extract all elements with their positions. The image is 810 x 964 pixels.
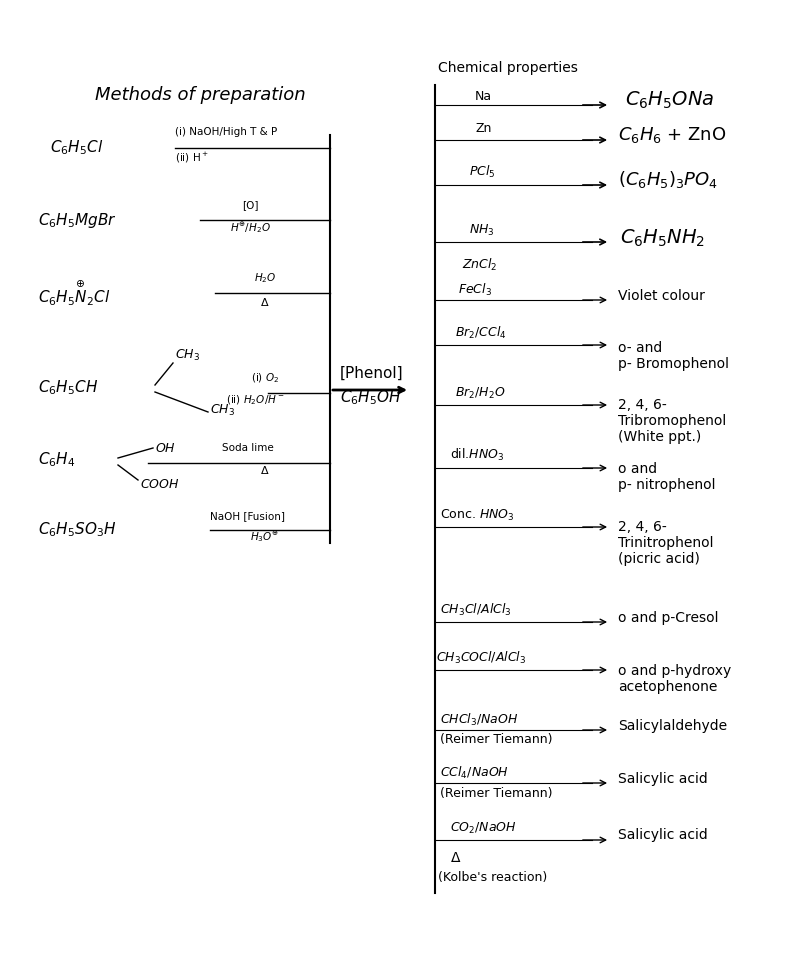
Text: $C_6H_5NH_2$: $C_6H_5NH_2$ <box>620 228 706 249</box>
Text: 2, 4, 6-
Trinitrophenol
(picric acid): 2, 4, 6- Trinitrophenol (picric acid) <box>618 520 714 567</box>
Text: (Reimer Tiemann): (Reimer Tiemann) <box>440 734 552 746</box>
Text: [O]: [O] <box>241 200 258 210</box>
Text: $CH_3Cl/AlCl_3$: $CH_3Cl/AlCl_3$ <box>440 602 512 618</box>
Text: (i) $O_2$: (i) $O_2$ <box>251 371 279 385</box>
Text: Salicylaldehyde: Salicylaldehyde <box>618 719 727 733</box>
Text: Zn: Zn <box>475 121 492 135</box>
Text: (Kolbe's reaction): (Kolbe's reaction) <box>438 871 548 885</box>
Text: o and p-hydroxy
acetophenone: o and p-hydroxy acetophenone <box>618 664 731 694</box>
Text: Chemical properties: Chemical properties <box>438 61 578 75</box>
Text: $NH_3$: $NH_3$ <box>469 223 495 237</box>
Text: $C_6H_5OH$: $C_6H_5OH$ <box>340 388 402 408</box>
Text: $COOH$: $COOH$ <box>140 478 180 492</box>
Text: $CO_2/NaOH$: $CO_2/NaOH$ <box>450 820 517 836</box>
Text: $C_6H_5SO_3H$: $C_6H_5SO_3H$ <box>38 521 117 539</box>
Text: Conc. $HNO_3$: Conc. $HNO_3$ <box>440 507 514 522</box>
Text: Violet colour: Violet colour <box>618 289 705 303</box>
Text: $H_2O$: $H_2O$ <box>254 271 276 285</box>
Text: $PCl_5$: $PCl_5$ <box>469 164 496 180</box>
Text: (Reimer Tiemann): (Reimer Tiemann) <box>440 787 552 799</box>
Text: $(C_6H_5)_3PO_4$: $(C_6H_5)_3PO_4$ <box>618 170 718 191</box>
Text: $Br_2/H_2O$: $Br_2/H_2O$ <box>455 386 505 401</box>
Text: dil.$HNO_3$: dil.$HNO_3$ <box>450 447 505 463</box>
Text: (i) NaOH/High T & P: (i) NaOH/High T & P <box>175 127 277 137</box>
Text: $CH_3$: $CH_3$ <box>175 347 200 362</box>
Text: Soda lime: Soda lime <box>222 443 274 453</box>
Text: 2, 4, 6-
Tribromophenol
(White ppt.): 2, 4, 6- Tribromophenol (White ppt.) <box>618 398 727 444</box>
Text: $CHCl_3/NaOH$: $CHCl_3/NaOH$ <box>440 712 518 728</box>
Text: $FeCl_3$: $FeCl_3$ <box>458 281 492 298</box>
Text: $C_6H_4$: $C_6H_4$ <box>38 450 75 469</box>
Text: o and p-Cresol: o and p-Cresol <box>618 611 718 625</box>
Text: $C_6H_5Cl$: $C_6H_5Cl$ <box>50 139 104 157</box>
Text: $C_6H_5\overset{\oplus}{N}_2Cl$: $C_6H_5\overset{\oplus}{N}_2Cl$ <box>38 279 110 308</box>
Text: Salicylic acid: Salicylic acid <box>618 772 708 786</box>
Text: $CCl_4/NaOH$: $CCl_4/NaOH$ <box>440 765 509 781</box>
Text: [Phenol]: [Phenol] <box>340 365 403 381</box>
Text: $H_3O^{\oplus}$: $H_3O^{\oplus}$ <box>250 529 279 545</box>
Text: $\Delta$: $\Delta$ <box>260 464 270 476</box>
Text: $C_6H_5CH$: $C_6H_5CH$ <box>38 379 98 397</box>
Text: $ZnCl_2$: $ZnCl_2$ <box>462 257 497 273</box>
Text: o- and
p- Bromophenol: o- and p- Bromophenol <box>618 341 729 371</box>
Text: $C_6H_5MgBr$: $C_6H_5MgBr$ <box>38 210 117 229</box>
Text: $\Delta$: $\Delta$ <box>260 296 270 308</box>
Text: $C_6H_6$ + ZnO: $C_6H_6$ + ZnO <box>618 125 727 145</box>
Text: $CH_3COCl/AlCl_3$: $CH_3COCl/AlCl_3$ <box>436 650 526 666</box>
Text: $\Delta$: $\Delta$ <box>450 851 462 865</box>
Text: Salicylic acid: Salicylic acid <box>618 828 708 842</box>
Text: $OH$: $OH$ <box>155 442 176 454</box>
Text: $CH_3$: $CH_3$ <box>210 402 235 417</box>
Text: (ii) $H_2O/H^-$: (ii) $H_2O/H^-$ <box>226 393 284 407</box>
Text: $H^{\oplus}/H_2O$: $H^{\oplus}/H_2O$ <box>229 221 271 235</box>
Text: $C_6H_5ONa$: $C_6H_5ONa$ <box>625 90 714 111</box>
Text: Na: Na <box>475 90 492 102</box>
Text: $Br_2/CCl_4$: $Br_2/CCl_4$ <box>455 325 507 341</box>
Text: NaOH [Fusion]: NaOH [Fusion] <box>211 511 285 521</box>
Text: o and
p- nitrophenol: o and p- nitrophenol <box>618 462 715 493</box>
Text: (ii) H$^+$: (ii) H$^+$ <box>175 151 209 165</box>
Text: Methods of preparation: Methods of preparation <box>95 86 305 104</box>
